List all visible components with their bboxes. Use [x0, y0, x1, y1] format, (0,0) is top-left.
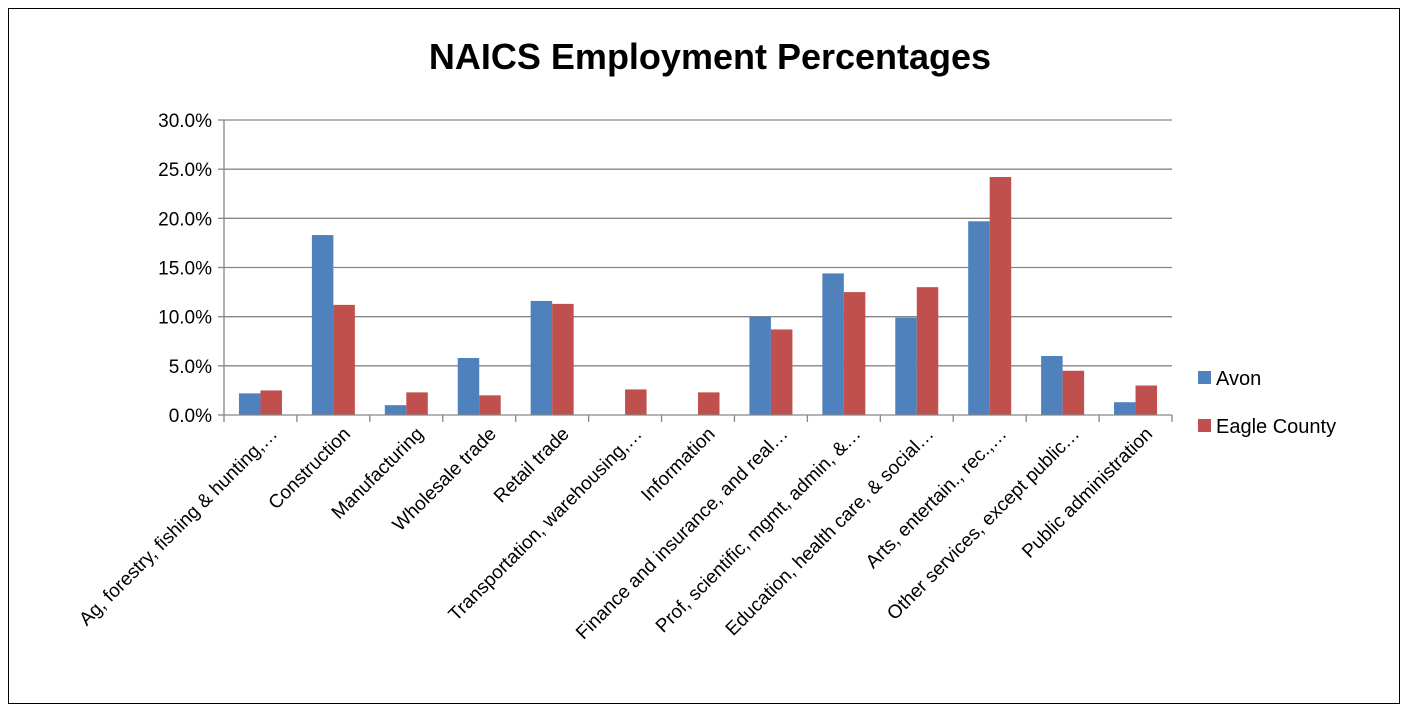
bar-avon — [457, 357, 480, 415]
bar-avon — [895, 317, 917, 415]
bar-avon — [1114, 402, 1136, 415]
y-tick-label: 20.0% — [158, 209, 212, 230]
legend-label: Eagle County — [1216, 416, 1336, 438]
bar-eagle-county — [479, 395, 501, 415]
y-tick-label: 5.0% — [169, 357, 212, 378]
x-category-labels: Ag, forestry, fishing & hunting,…Constru… — [75, 424, 1157, 644]
bar-avon — [749, 316, 771, 415]
bar-eagle-county — [916, 287, 939, 415]
bar-eagle-county — [989, 177, 1012, 415]
bar-avon — [968, 221, 990, 415]
bar-avon — [238, 393, 261, 415]
y-tick-labels: 0.0% 5.0% 10.0% 15.0% 20.0% 25.0% 30.0% — [158, 111, 212, 427]
x-category-label: Ag, forestry, fishing & hunting,… — [75, 424, 282, 631]
bar-avon — [530, 300, 553, 415]
x-category-label: Public administration — [1018, 424, 1157, 563]
bar-eagle-county — [1135, 385, 1158, 415]
y-tick-label: 10.0% — [158, 308, 212, 329]
chart-title: NAICS Employment Percentages — [428, 36, 992, 77]
bar-avon — [311, 235, 334, 415]
bar-avon — [384, 405, 407, 415]
bar-eagle-county — [333, 304, 355, 415]
legend-swatch — [1198, 371, 1211, 384]
bar-eagle-county — [625, 389, 647, 415]
bar-eagle-county — [698, 392, 720, 415]
chart-frame — [8, 8, 1400, 704]
legend: Avon Eagle County — [1198, 368, 1336, 438]
x-category-label: Arts, entertain., rec.,… — [862, 424, 1011, 573]
bar-eagle-county — [1062, 370, 1085, 415]
bar-eagle-county — [406, 392, 428, 415]
axes — [223, 120, 1173, 422]
y-tick-label: 0.0% — [169, 406, 212, 427]
y-tick-label: 15.0% — [158, 259, 212, 280]
bar-eagle-county — [843, 292, 866, 415]
bars — [238, 177, 1158, 415]
bar-eagle-county — [552, 303, 574, 415]
y-tick-label: 25.0% — [158, 160, 212, 181]
legend-swatch — [1198, 419, 1211, 432]
bar-eagle-county — [770, 329, 793, 415]
bar-avon — [822, 273, 844, 415]
bar-avon — [1041, 356, 1063, 415]
bar-eagle-county — [260, 390, 282, 415]
legend-label: Avon — [1216, 368, 1261, 390]
y-tick-label: 30.0% — [158, 111, 212, 132]
gridlines — [218, 119, 1172, 416]
